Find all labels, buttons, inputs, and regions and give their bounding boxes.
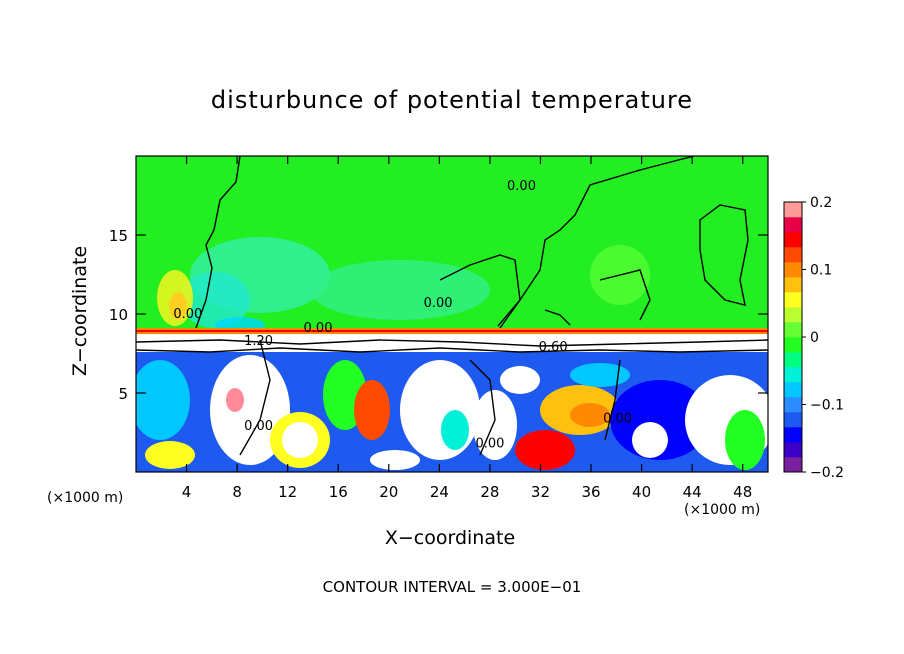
colorbar-swatch xyxy=(784,382,802,398)
x-tick-label: 28 xyxy=(480,483,499,501)
colorbar-swatch xyxy=(784,442,802,458)
cool-anomaly-aloft xyxy=(180,272,250,328)
colorbar-swatch xyxy=(784,457,802,473)
contour-label: 0.00 xyxy=(424,296,453,311)
y-tick-label: 10 xyxy=(109,306,128,324)
x-unit-label-left: (×1000 m) xyxy=(47,490,124,506)
chart-title: disturbunce of potential temperature xyxy=(210,86,694,114)
x-tick-label: 4 xyxy=(182,483,192,501)
x-tick-label: 16 xyxy=(329,483,348,501)
y-axis: 5 10 15 xyxy=(109,227,768,403)
x-unit-label-right: (×1000 m) xyxy=(684,502,761,518)
colorbar-swatch xyxy=(784,397,802,413)
contour-lines xyxy=(136,156,768,456)
colorbar-swatch xyxy=(784,322,802,338)
x-tick-label: 36 xyxy=(581,483,600,501)
cool-anomaly-aloft xyxy=(310,260,490,320)
colorbar-swatch xyxy=(784,202,802,218)
colorbar-swatch xyxy=(784,352,802,368)
contour-label: 0.00 xyxy=(507,179,536,194)
colorbar-swatch xyxy=(784,412,802,428)
x-tick-label: 40 xyxy=(632,483,651,501)
band-warm-core xyxy=(136,330,768,332)
warm-anomaly-aloft xyxy=(169,292,187,320)
colorbar-swatch xyxy=(784,232,802,248)
contour-label: 0.00 xyxy=(603,411,632,426)
x-tick-label: 32 xyxy=(531,483,550,501)
contour-label: 0.00 xyxy=(475,437,504,452)
contour-label: 0.00 xyxy=(244,419,273,434)
lower-eddies xyxy=(136,355,768,470)
band-white xyxy=(136,334,768,352)
colorbar-swatch xyxy=(784,217,802,233)
colorbar-swatch xyxy=(784,337,802,353)
contour-interval-note: CONTOUR INTERVAL = 3.000E−01 xyxy=(322,578,582,596)
colorbar-tick-label: −0.1 xyxy=(810,398,844,414)
colorbar-tick-label: 0.2 xyxy=(810,195,832,211)
colorbar-swatch xyxy=(784,427,802,443)
colorbar-tick-label: 0.1 xyxy=(810,263,832,279)
colorbar-swatch xyxy=(784,367,802,383)
colorbar-tick-label: −0.2 xyxy=(810,465,844,481)
colorbar: 0.2 0.1 0 −0.1 −0.2 xyxy=(783,195,844,481)
contour-label-layer: 0.00 0.00 0.00 0.00 0.00 0.00 0.00 1.20 0.60 xyxy=(173,179,632,452)
x-tick-label: 24 xyxy=(430,483,449,501)
x-tick-label: 8 xyxy=(232,483,242,501)
x-tick-label: 44 xyxy=(683,483,702,501)
colorbar-swatch xyxy=(784,277,802,293)
colorbar-swatch xyxy=(784,307,802,323)
colorbar-tick-label: 0 xyxy=(810,330,819,346)
colorbar-swatch xyxy=(784,262,802,278)
x-axis-label: X−coordinate xyxy=(384,527,516,549)
contour-label: 0.60 xyxy=(539,340,568,355)
x-tick-label: 20 xyxy=(379,483,398,501)
x-axis: 4 8 12 16 20 24 28 32 36 40 44 48 xyxy=(182,156,752,501)
contour-label: 0.00 xyxy=(173,307,202,322)
contour-label: 0.00 xyxy=(304,321,333,336)
y-axis-label: Z−coordinate xyxy=(69,245,91,377)
x-tick-label: 48 xyxy=(733,483,752,501)
field-layer xyxy=(136,156,768,472)
y-tick-label: 5 xyxy=(118,385,128,403)
colorbar-swatch xyxy=(784,247,802,263)
y-tick-label: 15 xyxy=(109,227,128,245)
x-tick-label: 12 xyxy=(278,483,297,501)
colorbar-swatch xyxy=(784,292,802,308)
contour-label: 1.20 xyxy=(244,334,273,349)
